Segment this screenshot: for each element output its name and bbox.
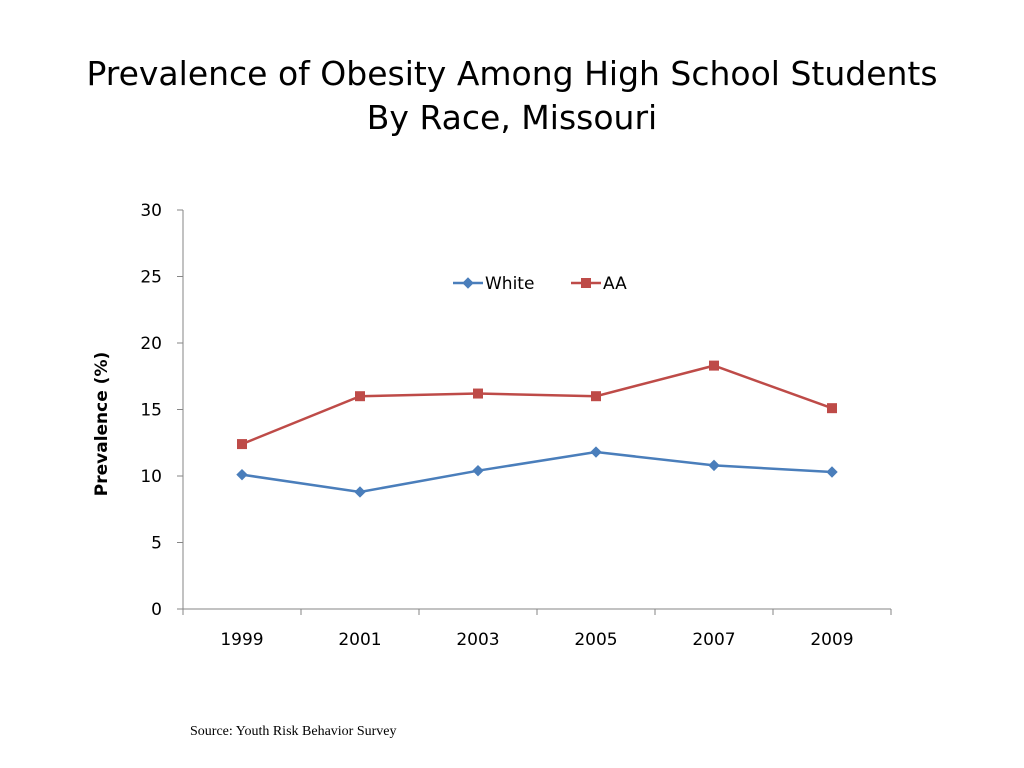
y-axis-label: Prevalence (%) [92,352,112,496]
chart-series [236,360,838,498]
source-note: Source: Youth Risk Behavior Survey [190,724,397,739]
chart-legend: White AA [453,274,627,294]
data-point-aa [709,360,719,371]
data-point-white [472,464,484,477]
legend-label-white: White [485,274,534,294]
data-point-white [826,466,838,478]
y-tick-label: 0 [151,600,162,620]
y-tick-label: 25 [140,268,162,288]
legend-label-aa: AA [603,274,627,294]
series-aa [237,360,837,450]
y-tick-label: 30 [140,201,162,221]
x-tick-label: 2009 [810,630,853,650]
data-point-white [590,446,602,458]
data-point-white [236,468,248,481]
series-white [236,446,838,498]
title-line-2: By Race, Missouri [366,98,658,137]
data-point-white [708,459,720,472]
legend-marker-aa [581,278,591,288]
y-tick-label: 5 [151,534,162,554]
x-tick-label: 2007 [692,630,735,650]
chart-title: Prevalence of Obesity Among High School … [0,52,1024,140]
y-tick-label: 15 [140,401,162,421]
y-tick-label: 10 [140,467,162,487]
data-point-aa [591,391,601,402]
data-point-aa [827,403,837,414]
x-tick-label: 2001 [338,630,381,650]
x-tick-label: 2005 [574,630,617,650]
legend-item-aa: AA [571,274,627,294]
series-line-aa [241,364,833,446]
x-tick-label: 1999 [220,630,263,650]
data-point-aa [473,388,483,399]
data-point-white [354,486,366,498]
chart-axes: 0 5 10 15 20 25 30 1999 2001 2003 2005 2007 2009 [140,201,892,650]
data-point-aa [237,439,247,450]
legend-marker-white [462,277,474,289]
title-line-1: Prevalence of Obesity Among High School … [86,54,938,93]
series-line-white [241,450,833,494]
y-tick-label: 20 [140,334,162,354]
legend-item-white: White [453,274,534,294]
x-tick-label: 2003 [456,630,499,650]
data-point-aa [355,391,365,402]
